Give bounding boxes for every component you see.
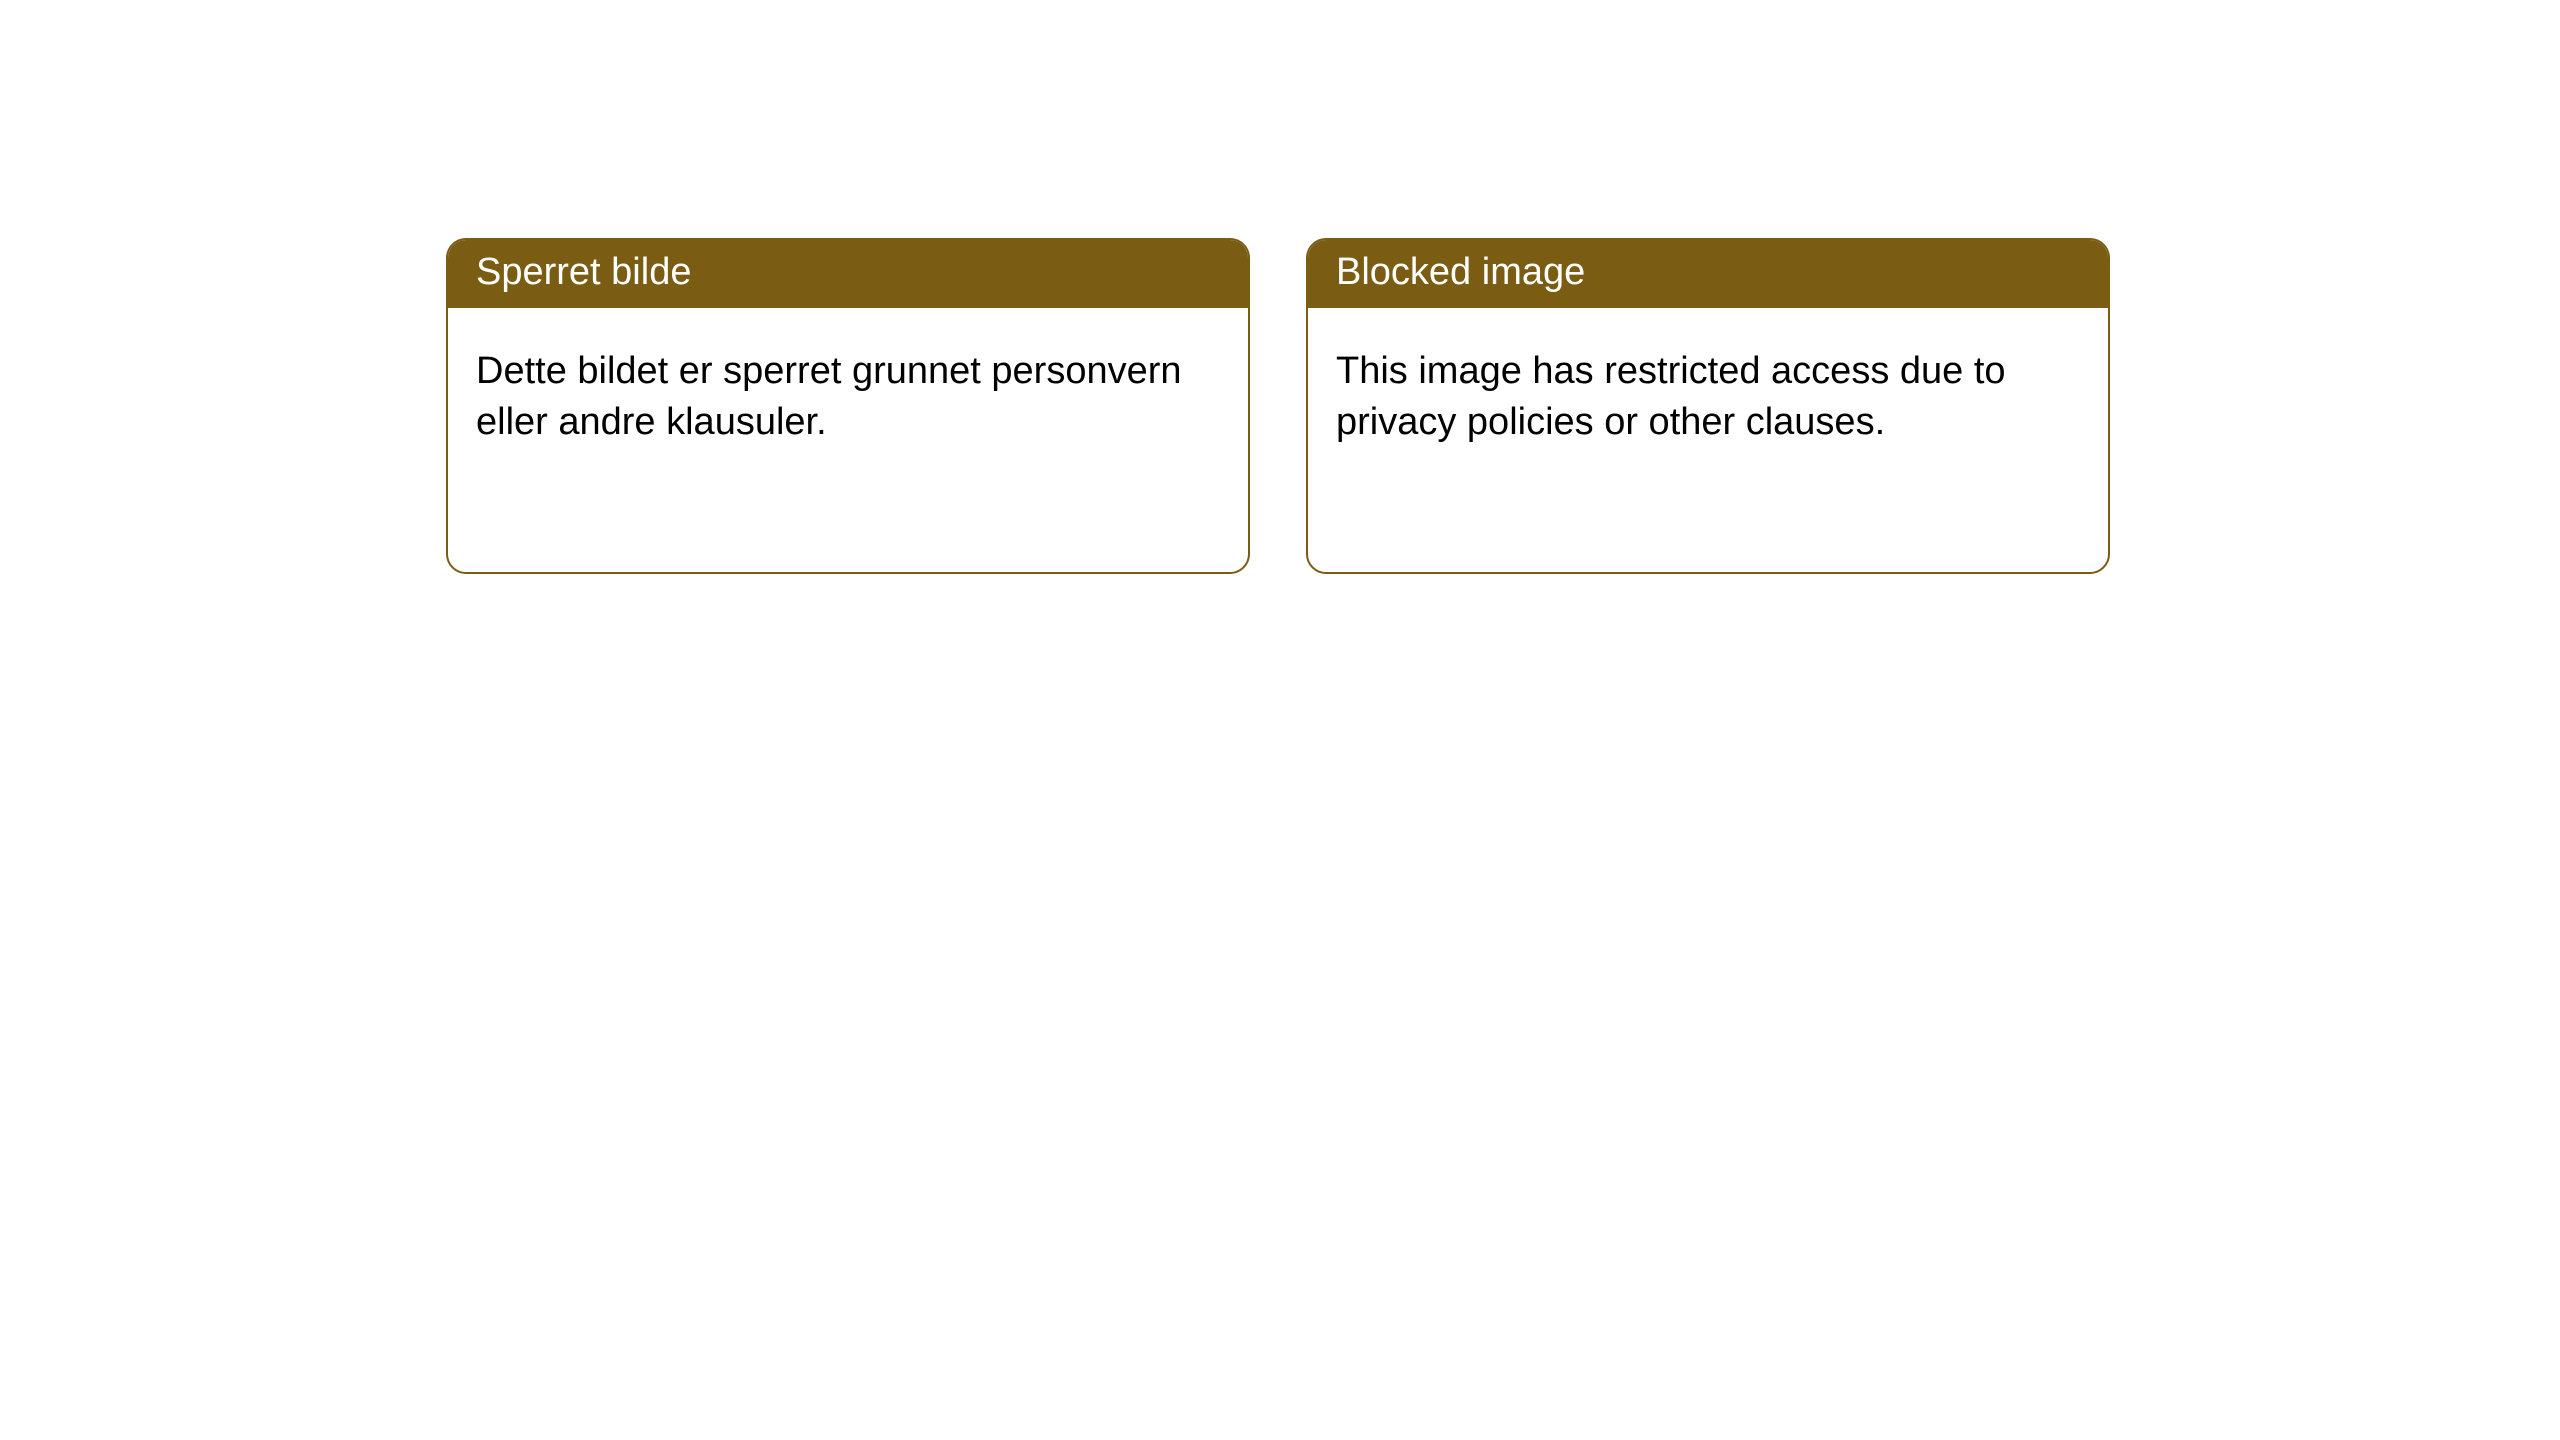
card-title-en: Blocked image bbox=[1308, 240, 2108, 308]
card-blocked-image-no: Sperret bilde Dette bildet er sperret gr… bbox=[446, 238, 1250, 574]
cards-row: Sperret bilde Dette bildet er sperret gr… bbox=[0, 0, 2560, 574]
card-blocked-image-en: Blocked image This image has restricted … bbox=[1306, 238, 2110, 574]
card-body-en: This image has restricted access due to … bbox=[1308, 308, 2108, 477]
card-title-no: Sperret bilde bbox=[448, 240, 1248, 308]
card-body-no: Dette bildet er sperret grunnet personve… bbox=[448, 308, 1248, 477]
